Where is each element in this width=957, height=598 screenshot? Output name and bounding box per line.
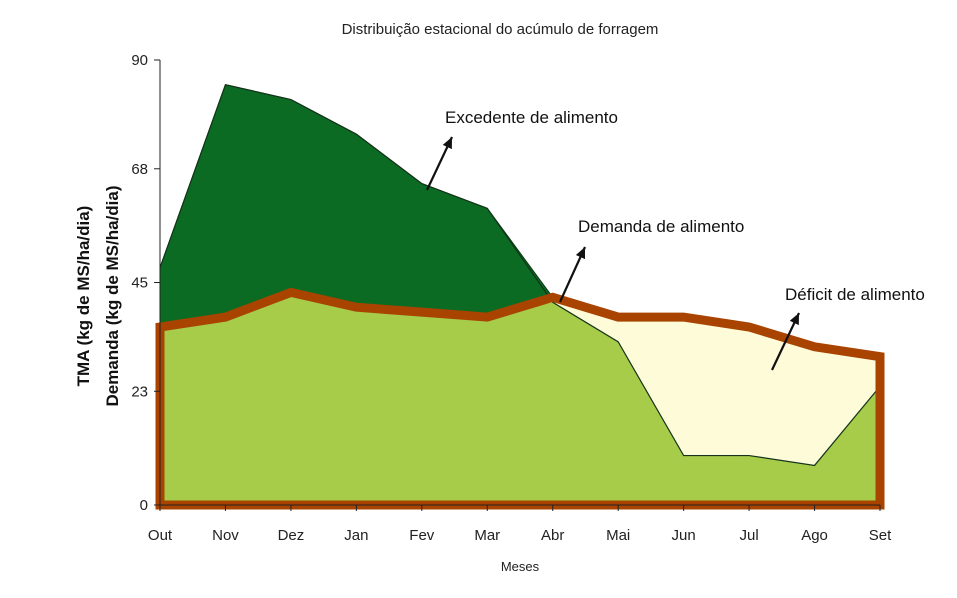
y-tick-label: 90	[131, 52, 148, 69]
annotation-arrow-head	[442, 137, 452, 150]
x-tick-label: Fev	[409, 527, 435, 544]
y-tick-label: 45	[131, 275, 148, 292]
y-axis-label-demand: Demanda (kg de MS/ha/dia)	[103, 185, 122, 406]
x-tick-label: Set	[869, 527, 892, 544]
x-tick-label: Out	[148, 527, 173, 544]
tma-line	[159, 84, 881, 467]
x-tick-label: Dez	[278, 527, 305, 544]
annotation-arrow-head	[789, 313, 799, 326]
x-tick-label: Mar	[474, 527, 500, 544]
y-tick-label: 23	[131, 383, 148, 400]
chart-title: Distribuição estacional do acúmulo de fo…	[342, 21, 659, 38]
annotation-label: Demanda de alimento	[578, 217, 744, 236]
x-tick-label: Jul	[739, 527, 758, 544]
x-tick-label: Jun	[672, 527, 696, 544]
x-tick-label: Ago	[801, 527, 828, 544]
plot-area	[155, 60, 885, 510]
x-tick-label: Nov	[212, 527, 239, 544]
annotation-label: Excedente de alimento	[445, 108, 618, 127]
axes: 0 23 45 68 90 Out Nov Dez Jan Fev Mar Abr Mai Jun Jul A…	[131, 52, 892, 544]
y-tick-label: 0	[140, 497, 148, 514]
deficit-area	[160, 292, 880, 466]
consumed-area	[160, 292, 880, 505]
demand-line	[155, 287, 885, 510]
annotations: Excedente de alimento Demanda de alimento…	[426, 108, 925, 371]
annotation-arrow-head	[575, 247, 585, 260]
x-tick-label: Abr	[541, 527, 564, 544]
x-axis-label: Meses	[501, 559, 540, 574]
y-axis-label-tma: TMA (kg de MS/ha/dia)	[74, 206, 93, 387]
x-tick-label: Jan	[344, 527, 368, 544]
annotation-label: Déficit de alimento	[785, 285, 925, 304]
y-tick-label: 68	[131, 161, 148, 178]
x-tick-label: Mai	[606, 527, 630, 544]
